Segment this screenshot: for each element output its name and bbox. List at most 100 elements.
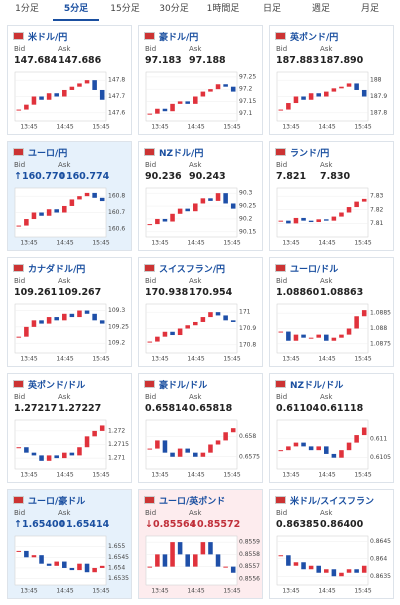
candle: [293, 96, 299, 104]
rate-card[interactable]: 豪ドル/円 Bid Ask 97.183 97.188 97.25 97.2 97.15 97.…: [138, 25, 263, 135]
candle: [193, 554, 198, 567]
candle: [185, 101, 190, 104]
candle: [16, 336, 22, 338]
candle: [301, 562, 306, 570]
candle: [339, 334, 344, 338]
candle: [339, 572, 344, 577]
rate-card[interactable]: ユーロ/ドル Bid Ask 1.08860 1.08863 1.0885 1.088 1.0…: [269, 257, 394, 367]
y-tick-label: 0.611: [370, 435, 387, 442]
candle: [69, 86, 75, 90]
x-tick-label: 15:45: [354, 588, 371, 595]
candle: [162, 218, 168, 222]
candle: [77, 563, 82, 571]
bid-label: Bid: [145, 509, 157, 517]
candle: [170, 452, 175, 457]
candle: [99, 89, 105, 100]
rate-card[interactable]: NZドル/円 Bid Ask 90.236 90.243 90.3 90.25 90.2 90.…: [138, 141, 263, 251]
candle: [31, 555, 37, 558]
pair-name: 英ポンド/円: [290, 33, 339, 43]
y-tick-label: 7.82: [370, 206, 384, 213]
bid-label: Bid: [14, 393, 26, 401]
tab[interactable]: 30分足: [159, 4, 189, 14]
candle: [230, 203, 236, 209]
x-tick-label: 14:45: [187, 240, 204, 247]
y-tick-label: 160.6: [108, 225, 125, 232]
tab[interactable]: 1時間足: [206, 4, 240, 14]
candle: [200, 317, 206, 322]
plot-area: [145, 187, 238, 238]
candle: [223, 566, 228, 568]
bid-value: ↓0.85564: [145, 519, 197, 530]
rate-card[interactable]: 英ポンド/円 Bid Ask 187.883 187.890 188 187.9 187.8 1…: [269, 25, 394, 135]
candle: [193, 321, 198, 326]
candle: [354, 316, 359, 329]
candle: [170, 542, 175, 567]
candle: [16, 225, 22, 227]
x-tick-label: 14:45: [318, 124, 335, 131]
candle: [39, 455, 44, 461]
candle: [147, 113, 153, 115]
rate-card[interactable]: ランド/円 Bid Ask 7.821 7.830 7.83 7.82 7.81 13:45 14…: [269, 141, 394, 251]
candle: [54, 455, 59, 459]
candle: [162, 331, 168, 337]
x-tick-label: 15:45: [92, 240, 109, 247]
flag-icon: [275, 264, 286, 272]
mini-chart: 0.8645 0.864 0.8635 13:45 14:45 15:45: [276, 535, 391, 595]
tab[interactable]: 5分足: [53, 0, 99, 21]
rate-card[interactable]: 英ポンド/ドル Bid Ask 1.27217 1.27227 1.272 1.2715 1.…: [7, 373, 132, 483]
tab[interactable]: 月足: [360, 4, 379, 14]
candle: [316, 93, 321, 97]
rate-card[interactable]: ユーロ/円 Bid Ask ↑160.770 ↑160.774 160.8 160.7 160…: [7, 141, 132, 251]
pair-name: ユーロ/豪ドル: [28, 497, 86, 507]
bid-value: 1.08860: [276, 287, 320, 298]
candle: [230, 428, 236, 433]
ask-label: Ask: [58, 393, 71, 401]
candle: [62, 452, 67, 459]
flag-icon: [275, 496, 286, 504]
flag-icon: [144, 32, 155, 40]
x-tick-label: 15:45: [92, 124, 109, 131]
rate-card[interactable]: カナダドル/円 Bid Ask 109.261 109.267 109.3 109.25 10…: [7, 257, 132, 367]
candle: [208, 89, 213, 92]
bid-value: 170.938: [145, 287, 189, 298]
y-tick-label: 171: [239, 309, 251, 316]
ask-value: 0.65818: [189, 403, 233, 414]
rate-card[interactable]: スイスフラン/円 Bid Ask 170.938 170.954 171 170.9 170.…: [138, 257, 263, 367]
rate-card[interactable]: 米ドル/スイスフラン Bid Ask 0.86385 0.86400 0.8645 0.86…: [269, 489, 394, 599]
candle: [215, 440, 221, 445]
candle: [346, 207, 352, 213]
ask-value: 187.890: [320, 55, 364, 66]
x-tick-label: 15:45: [354, 124, 371, 131]
bid-label: Bid: [145, 393, 157, 401]
tab[interactable]: 15分足: [110, 4, 140, 14]
rate-card[interactable]: ユーロ/豪ドル Bid Ask ↑1.65400 ↑1.65414 1.655 1.6545…: [7, 489, 132, 599]
candle: [77, 310, 82, 318]
rate-card[interactable]: ユーロ/英ポンド Bid Ask ↓0.85564 ↓0.85572 0.8559 0.85…: [138, 489, 263, 599]
tab[interactable]: 週足: [311, 4, 330, 14]
rate-card[interactable]: 米ドル/円 Bid Ask 147.684 147.686 147.8 147.7 147.6…: [7, 25, 132, 135]
x-tick-label: 14:45: [56, 240, 73, 247]
tab[interactable]: 日足: [262, 4, 281, 14]
bid-value: 97.183: [145, 55, 182, 66]
ask-label: Ask: [320, 509, 333, 517]
plot-area: [145, 71, 238, 122]
tab[interactable]: 1分足: [15, 4, 39, 14]
rate-card[interactable]: 豪ドル/ドル Bid Ask 0.65814 0.65818 0.658 0.6575 13:…: [138, 373, 263, 483]
rate-card[interactable]: NZドル/ドル Bid Ask 0.61104 0.61118 0.611 0.6105 13…: [269, 373, 394, 483]
y-tick-label: 97.15: [239, 98, 256, 105]
candle: [162, 108, 168, 112]
mini-chart: 147.8 147.7 147.6 13:45 14:45 15:45: [14, 71, 125, 131]
candle: [99, 425, 105, 431]
x-tick-label: 15:45: [223, 240, 240, 247]
candle: [286, 446, 291, 451]
candle: [177, 208, 183, 214]
x-tick-label: 15:45: [92, 588, 109, 595]
mini-chart: 0.611 0.6105 13:45 14:45 15:45: [276, 419, 391, 479]
candle: [361, 198, 367, 202]
candle: [92, 430, 97, 437]
pair-name: カナダドル/円: [28, 265, 86, 275]
candle: [92, 567, 97, 573]
ask-label: Ask: [320, 393, 333, 401]
pair-name: 米ドル/円: [28, 33, 68, 43]
plot-area: [145, 419, 238, 470]
